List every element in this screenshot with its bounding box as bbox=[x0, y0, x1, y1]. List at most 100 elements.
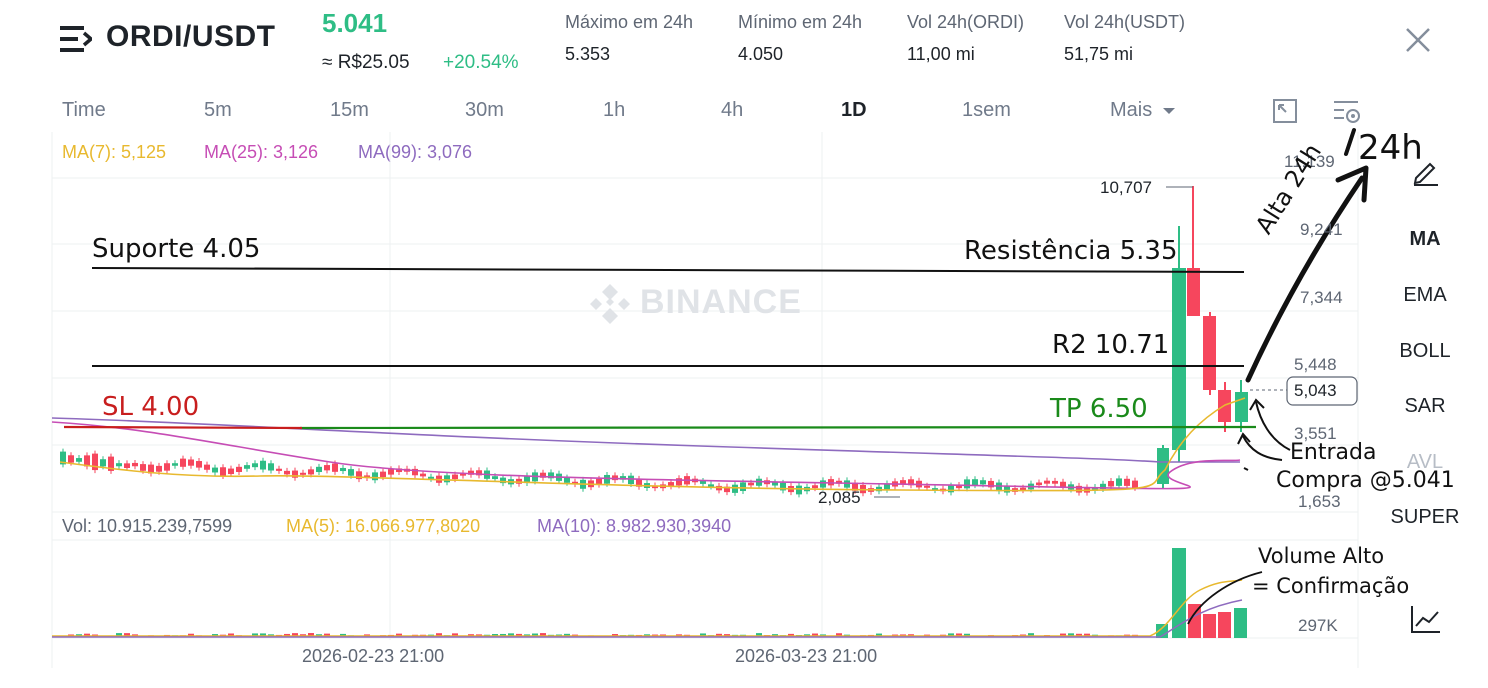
watermark-text: BINANCE bbox=[640, 282, 802, 321]
candle bbox=[212, 467, 218, 473]
indicator-ma[interactable]: MA bbox=[1409, 228, 1441, 250]
stat-high-label: Máximo em 24h bbox=[565, 12, 694, 32]
candle bbox=[1060, 481, 1066, 487]
binance-logo-icon bbox=[590, 284, 630, 324]
tab-1sem[interactable]: 1sem bbox=[962, 99, 1011, 121]
indicator-super[interactable]: SUPER bbox=[1390, 506, 1460, 528]
tab-more[interactable]: Mais bbox=[1110, 99, 1176, 122]
tab-15m[interactable]: 15m bbox=[330, 99, 369, 121]
candle bbox=[316, 466, 322, 473]
candle bbox=[348, 469, 354, 476]
close-icon[interactable] bbox=[1404, 26, 1432, 54]
volume-bar bbox=[508, 633, 514, 637]
indicator-sar[interactable]: SAR bbox=[1404, 395, 1446, 417]
candle bbox=[356, 471, 362, 480]
alta-arrowhead bbox=[1335, 165, 1369, 203]
indicator-avl[interactable]: AVL bbox=[1406, 451, 1444, 473]
candle bbox=[652, 485, 658, 489]
pencil-icon[interactable] bbox=[1410, 156, 1440, 186]
candle bbox=[836, 480, 842, 484]
tab-time[interactable]: Time bbox=[62, 99, 106, 121]
annotation-confirmacao: = Confirmação bbox=[1252, 574, 1410, 598]
candle bbox=[116, 463, 122, 467]
candle bbox=[1036, 482, 1042, 486]
candle bbox=[1044, 480, 1050, 484]
candle bbox=[180, 458, 186, 467]
annotation-compra: Compra @5.041 bbox=[1276, 468, 1455, 493]
volume-bar bbox=[452, 633, 458, 637]
candle bbox=[252, 463, 258, 468]
annotation-volume: Volume Alto bbox=[1258, 544, 1385, 568]
volume-bar bbox=[228, 633, 234, 637]
candle bbox=[620, 476, 626, 480]
vol-ma5-line bbox=[52, 579, 1243, 637]
menu-icon[interactable] bbox=[60, 26, 92, 52]
candle bbox=[124, 463, 130, 469]
candle bbox=[284, 470, 290, 475]
candle bbox=[700, 481, 706, 484]
candle bbox=[716, 485, 722, 491]
annotation-r2: R2 10.71 bbox=[1052, 330, 1170, 360]
candle bbox=[924, 485, 930, 488]
tab-5m[interactable]: 5m bbox=[204, 99, 232, 121]
volume-bar bbox=[260, 633, 266, 637]
candle-breakout-6 bbox=[1235, 392, 1248, 422]
tab-1d[interactable]: 1D bbox=[841, 99, 867, 121]
ma99-line bbox=[51, 417, 1240, 463]
candle bbox=[260, 460, 266, 470]
candle bbox=[964, 479, 970, 489]
candle bbox=[132, 462, 138, 467]
candle-breakout-3 bbox=[1187, 268, 1200, 316]
current-price-tag-box bbox=[1286, 376, 1358, 406]
candle bbox=[1116, 478, 1122, 486]
pair-title[interactable]: ORDI/USDT bbox=[106, 20, 276, 53]
candle bbox=[84, 455, 90, 467]
volume-bar bbox=[948, 633, 954, 637]
candle bbox=[372, 472, 378, 481]
candle bbox=[628, 475, 634, 485]
candle bbox=[980, 480, 986, 485]
stat-high-value: 5.353 bbox=[565, 44, 611, 64]
candle bbox=[300, 472, 306, 475]
candle bbox=[820, 480, 826, 488]
high-marker: 10,707 bbox=[1100, 178, 1152, 197]
candle bbox=[476, 470, 482, 476]
candle bbox=[1076, 485, 1082, 493]
candle bbox=[396, 468, 402, 473]
candle bbox=[500, 477, 506, 484]
candle bbox=[244, 465, 250, 469]
fullscreen-icon[interactable] bbox=[1272, 98, 1298, 124]
stat-vol-base-value: 11,00 mi bbox=[907, 44, 975, 64]
chart-settings-icon[interactable] bbox=[1332, 98, 1362, 126]
annotation-entrada: Entrada bbox=[1290, 440, 1377, 465]
candle bbox=[388, 469, 394, 475]
candle bbox=[676, 478, 682, 486]
candle bbox=[364, 475, 370, 478]
price-axis-label: 7,344 bbox=[1300, 288, 1343, 307]
volume-bar bbox=[1068, 633, 1074, 637]
indicator-ema[interactable]: EMA bbox=[1403, 284, 1447, 306]
tab-4h[interactable]: 4h bbox=[721, 99, 744, 121]
stat-vol-quote-value: 51,75 mi bbox=[1064, 44, 1134, 64]
candle bbox=[92, 453, 98, 471]
candle bbox=[740, 482, 746, 492]
candle bbox=[340, 467, 346, 472]
candle bbox=[468, 470, 474, 475]
candle bbox=[156, 465, 162, 472]
candle bbox=[932, 488, 938, 491]
candle bbox=[988, 480, 994, 488]
candle bbox=[948, 485, 954, 493]
chevron-down-icon bbox=[1162, 108, 1175, 114]
tab-1h[interactable]: 1h bbox=[603, 99, 626, 121]
candle bbox=[1004, 485, 1010, 493]
chart-type-icon[interactable] bbox=[1410, 604, 1442, 634]
volume-bar bbox=[540, 633, 546, 637]
indicator-boll[interactable]: BOLL bbox=[1399, 340, 1451, 362]
stat-low-value: 4.050 bbox=[738, 44, 784, 64]
stat-low-label: Mínimo em 24h bbox=[738, 12, 863, 32]
candle bbox=[1052, 480, 1058, 484]
entrada-arrow-1 bbox=[1255, 401, 1291, 451]
tab-30m[interactable]: 30m bbox=[465, 99, 504, 121]
price-axis-label: 5,448 bbox=[1294, 355, 1337, 374]
